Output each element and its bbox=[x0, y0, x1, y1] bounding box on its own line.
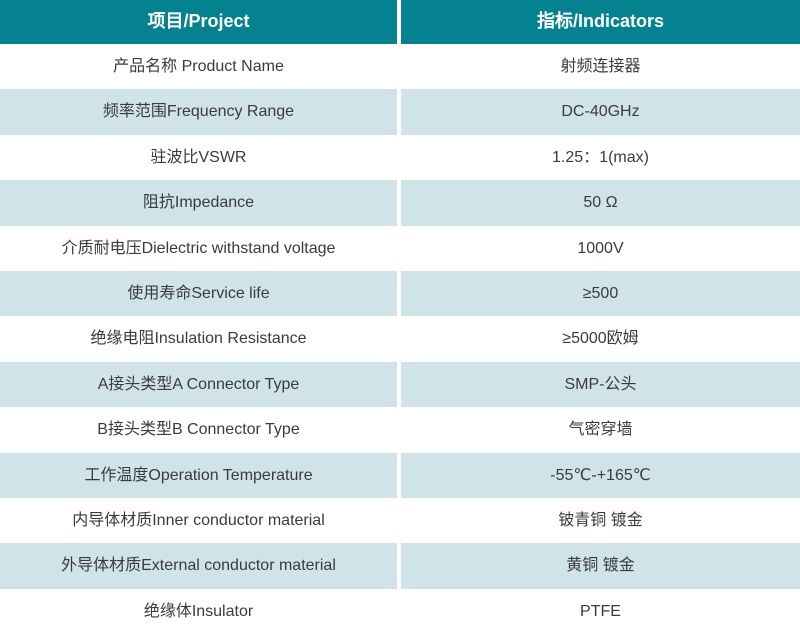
table-row: A接头类型A Connector Type SMP-公头 bbox=[0, 361, 800, 408]
indicator-cell: ≥500 bbox=[401, 270, 800, 317]
table-row: 工作温度Operation Temperature -55℃-+165℃ bbox=[0, 452, 800, 498]
indicator-cell: 1000V bbox=[577, 239, 624, 257]
column-divider bbox=[397, 89, 401, 135]
header-cell-indicators: 指标/Indicators bbox=[401, 0, 800, 44]
column-divider bbox=[397, 44, 401, 90]
table-row: 频率范围Frequency Range DC-40GHz bbox=[0, 89, 800, 135]
project-cell: 阻抗Impedance bbox=[0, 180, 397, 226]
header-cell-project: 项目/Project bbox=[0, 0, 397, 44]
project-cell: 使用寿命Service life bbox=[0, 270, 397, 317]
table-row: 驻波比VSWR 1.25：1(max) bbox=[0, 134, 800, 181]
indicator-cell: PTFE bbox=[580, 602, 621, 620]
column-divider bbox=[397, 134, 401, 181]
table-row: 绝缘体Insulator PTFE bbox=[0, 588, 800, 634]
column-divider bbox=[397, 588, 401, 634]
project-cell: 介质耐电压Dielectric withstand voltage bbox=[61, 239, 336, 257]
indicator-cell: 射频连接器 bbox=[560, 58, 641, 76]
project-cell: 内导体材质Inner conductor material bbox=[72, 512, 325, 529]
column-divider bbox=[397, 0, 401, 44]
project-cell: A接头类型A Connector Type bbox=[0, 361, 397, 408]
table-header-row: 项目/Project 指标/Indicators bbox=[0, 0, 800, 44]
column-divider bbox=[397, 497, 401, 544]
indicator-cell: ≥5000欧姆 bbox=[562, 330, 639, 348]
column-divider bbox=[397, 543, 401, 589]
column-divider bbox=[397, 452, 401, 498]
column-divider bbox=[397, 180, 401, 226]
project-cell: 绝缘电阻Insulation Resistance bbox=[90, 330, 307, 348]
table-row: 绝缘电阻Insulation Resistance ≥5000欧姆 bbox=[0, 316, 800, 362]
table-row: 介质耐电压Dielectric withstand voltage 1000V bbox=[0, 225, 800, 271]
table-row: 使用寿命Service life ≥500 bbox=[0, 270, 800, 317]
indicator-cell: 50 Ω bbox=[401, 180, 800, 226]
project-cell: 绝缘体Insulator bbox=[143, 602, 254, 620]
column-divider bbox=[397, 270, 401, 317]
project-cell: 产品名称 Product Name bbox=[113, 58, 284, 76]
table-row: B接头类型B Connector Type 气密穿墙 bbox=[0, 407, 800, 453]
project-cell: 驻波比VSWR bbox=[150, 148, 247, 166]
column-divider bbox=[397, 361, 401, 408]
indicator-cell: 气密穿墙 bbox=[568, 421, 633, 439]
indicator-cell: 1.25：1(max) bbox=[552, 148, 649, 166]
column-divider bbox=[397, 316, 401, 362]
indicator-cell: 铍青铜 镀金 bbox=[558, 512, 643, 529]
project-cell: B接头类型B Connector Type bbox=[97, 421, 300, 439]
project-cell: 频率范围Frequency Range bbox=[0, 89, 397, 135]
project-cell: 工作温度Operation Temperature bbox=[0, 452, 397, 498]
table-row: 内导体材质Inner conductor material 铍青铜 镀金 bbox=[0, 497, 800, 544]
column-divider bbox=[397, 225, 401, 271]
indicator-cell: 黄铜 镀金 bbox=[401, 543, 800, 589]
indicator-cell: -55℃-+165℃ bbox=[401, 452, 800, 498]
indicator-cell: SMP-公头 bbox=[401, 361, 800, 408]
column-divider bbox=[397, 407, 401, 453]
project-cell: 外导体材质External conductor material bbox=[0, 543, 397, 589]
indicator-cell: DC-40GHz bbox=[401, 89, 800, 135]
table-row: 产品名称 Product Name 射频连接器 bbox=[0, 44, 800, 90]
table-row: 外导体材质External conductor material 黄铜 镀金 bbox=[0, 543, 800, 589]
table-row: 阻抗Impedance 50 Ω bbox=[0, 180, 800, 226]
